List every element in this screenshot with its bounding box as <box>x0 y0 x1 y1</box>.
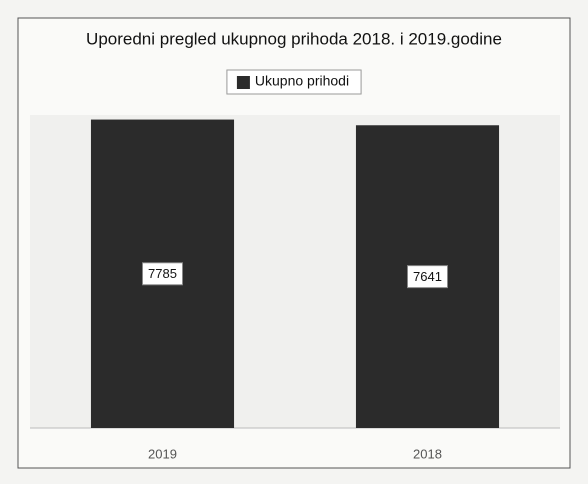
value-label: 7641 <box>413 269 442 284</box>
value-label-box <box>407 265 448 289</box>
legend-swatch <box>236 76 250 89</box>
chart-title: Uporedni pregled ukupnog prihoda 2018. i… <box>86 29 502 48</box>
x-tick-label: 2018 <box>413 446 442 461</box>
value-label: 7785 <box>148 266 177 281</box>
legend-label: Ukupno prihodi <box>255 73 349 89</box>
x-tick-label: 2019 <box>148 446 177 461</box>
value-label-box <box>142 262 183 286</box>
